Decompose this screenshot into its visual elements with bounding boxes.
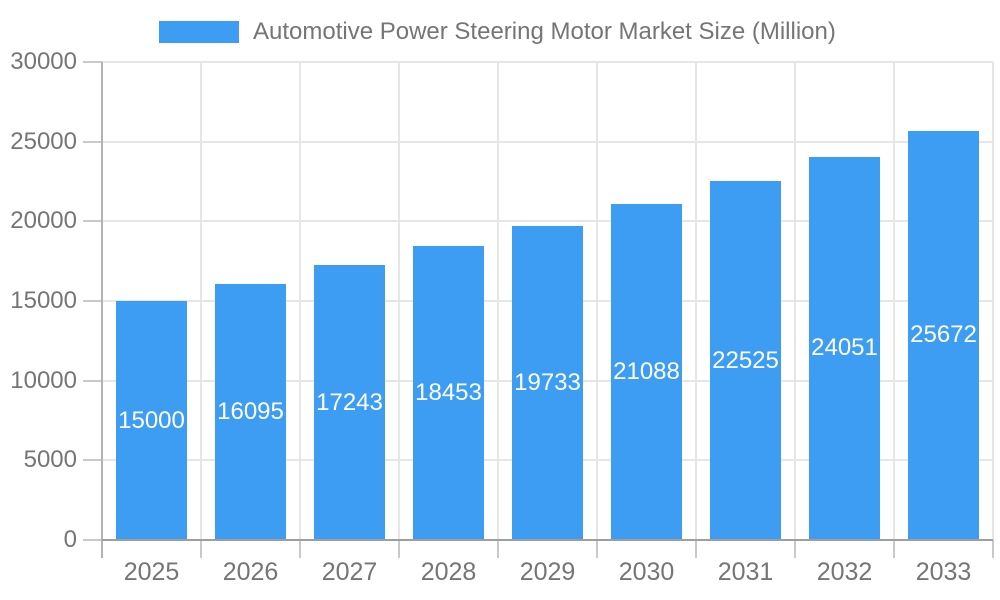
- gridline-vertical: [992, 62, 994, 540]
- bar-value-label: 16095: [217, 397, 284, 425]
- x-axis-tick: [497, 540, 499, 558]
- legend-label: Automotive Power Steering Motor Market S…: [253, 18, 836, 45]
- y-axis-label: 0: [63, 526, 77, 553]
- bar[interactable]: [809, 156, 880, 540]
- legend-swatch: [159, 21, 239, 43]
- x-axis-label: 2028: [420, 558, 477, 586]
- bar[interactable]: [710, 181, 781, 540]
- bar-value-label: 25672: [910, 321, 977, 349]
- x-axis-tick: [794, 540, 796, 558]
- y-axis-tick: [83, 220, 102, 223]
- x-axis-label: 2029: [519, 558, 576, 586]
- bar[interactable]: [611, 203, 682, 540]
- bar-value-label: 22525: [712, 346, 779, 374]
- bar-value-label: 19733: [514, 368, 581, 396]
- gridline-vertical: [794, 62, 796, 540]
- x-axis-tick: [893, 540, 895, 558]
- gridline-vertical: [200, 62, 202, 540]
- x-axis-tick: [299, 540, 301, 558]
- bar-value-label: 24051: [811, 334, 878, 362]
- x-axis-label: 2032: [816, 558, 873, 586]
- bar-value-label: 21088: [613, 357, 680, 385]
- y-axis-label: 10000: [10, 366, 77, 394]
- x-axis-label: 2031: [717, 558, 774, 586]
- gridline-horizontal: [102, 220, 993, 223]
- legend: Automotive Power Steering Motor Market S…: [159, 18, 836, 45]
- bar-value-label: 18453: [415, 378, 482, 406]
- y-axis-line: [101, 62, 103, 558]
- bar[interactable]: [215, 283, 286, 540]
- x-axis-tick: [200, 540, 202, 558]
- bar[interactable]: [908, 130, 979, 540]
- gridline-vertical: [299, 62, 301, 540]
- y-axis-label: 15000: [10, 287, 77, 314]
- x-axis-tick: [992, 540, 994, 558]
- x-axis-line: [102, 539, 993, 541]
- bar[interactable]: [314, 265, 385, 540]
- x-axis-tick: [398, 540, 400, 558]
- bar[interactable]: [512, 225, 583, 540]
- x-axis-label: 2030: [618, 558, 675, 586]
- gridline-horizontal: [102, 140, 993, 143]
- gridline-horizontal: [102, 61, 993, 63]
- y-axis-label: 20000: [10, 207, 77, 235]
- y-axis-tick: [83, 379, 102, 382]
- bar[interactable]: [413, 245, 484, 540]
- y-axis-tick: [83, 539, 102, 541]
- gridline-vertical: [497, 62, 499, 540]
- y-axis-label: 30000: [10, 48, 77, 75]
- bar-value-label: 17243: [316, 388, 383, 416]
- gridline-vertical: [893, 62, 895, 540]
- gridline-vertical: [596, 62, 598, 540]
- y-axis-tick: [83, 61, 102, 63]
- x-axis-tick: [695, 540, 697, 558]
- y-axis-tick: [83, 140, 102, 143]
- y-axis-label: 25000: [10, 127, 77, 155]
- y-axis-label: 5000: [23, 446, 77, 474]
- x-axis-label: 2027: [321, 558, 378, 586]
- x-axis-label: 2025: [123, 558, 180, 586]
- gridline-vertical: [398, 62, 400, 540]
- bar[interactable]: [116, 301, 187, 540]
- x-axis-label: 2033: [915, 558, 972, 586]
- y-axis-tick: [83, 459, 102, 462]
- x-axis-tick: [596, 540, 598, 558]
- y-axis-tick: [83, 300, 102, 302]
- bar-value-label: 15000: [118, 406, 185, 434]
- gridline-vertical: [695, 62, 697, 540]
- x-axis-label: 2026: [222, 558, 279, 586]
